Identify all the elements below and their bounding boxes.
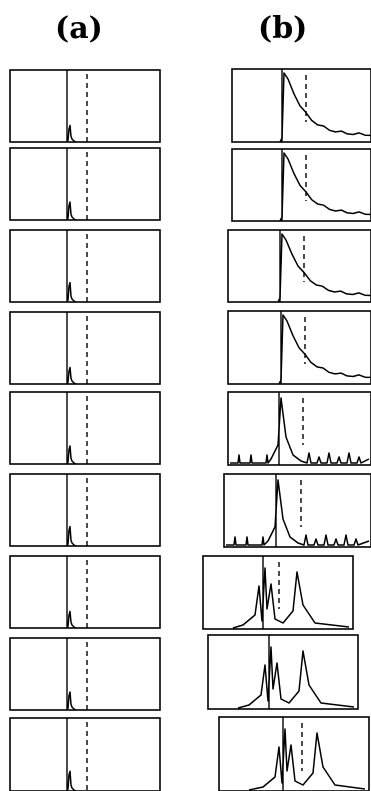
panel-b-row-7	[202, 555, 354, 630]
panel-a-column	[9, 69, 161, 791]
panel-frame	[9, 69, 161, 143]
panel-b-row-5	[227, 391, 371, 466]
panel-frame	[9, 717, 161, 791]
histogram-trace	[66, 201, 77, 221]
panel-frame	[9, 229, 161, 303]
panel-frame	[223, 473, 371, 548]
panel-a-row-1	[9, 69, 161, 143]
panel-a-row-7	[9, 555, 161, 629]
panel-b-row-6	[223, 473, 371, 548]
histogram-trace	[279, 72, 371, 143]
panel-frame	[227, 229, 371, 303]
histogram-trace	[66, 124, 77, 143]
histogram-trace	[66, 610, 77, 629]
histogram-trace	[66, 445, 77, 465]
panel-a-label: (a)	[55, 11, 103, 46]
panel-frame	[9, 473, 161, 547]
histogram-trace	[66, 525, 77, 547]
histogram-trace	[66, 281, 77, 303]
histogram-trace	[237, 646, 355, 709]
panel-b-column	[202, 68, 371, 791]
panel-frame	[231, 148, 371, 222]
panel-frame	[207, 634, 359, 710]
panel-frame	[9, 147, 161, 221]
panel-b-row-8	[207, 634, 359, 710]
panel-b-row-2	[231, 148, 371, 222]
panel-a-row-9	[9, 717, 161, 791]
panel-frame	[9, 311, 161, 385]
panel-frame	[202, 555, 354, 630]
histogram-trace	[232, 567, 350, 629]
panel-b-row-4	[227, 310, 371, 385]
histogram-trace	[66, 770, 77, 791]
panel-frame	[9, 391, 161, 465]
panel-a-row-3	[9, 229, 161, 303]
panel-a-row-5	[9, 391, 161, 465]
panel-a-row-8	[9, 637, 161, 711]
panel-b-label: (b)	[258, 11, 307, 46]
histogram-trace	[66, 366, 77, 385]
panel-frame	[9, 637, 161, 711]
panel-b-row-1	[231, 68, 371, 143]
panel-frame	[227, 391, 371, 466]
panel-b-row-9	[218, 716, 370, 791]
panel-frame	[231, 68, 371, 143]
histogram-trace	[230, 397, 370, 464]
panel-a-row-4	[9, 311, 161, 385]
histogram-trace	[277, 233, 371, 303]
histogram-trace	[66, 691, 77, 711]
panel-frame	[218, 716, 370, 791]
panel-a-row-6	[9, 473, 161, 547]
panel-a-row-2	[9, 147, 161, 221]
histogram-trace	[279, 152, 371, 222]
panel-b-row-3	[227, 229, 371, 303]
panel-frame	[9, 555, 161, 629]
histogram-trace	[248, 728, 366, 791]
histogram-trace	[226, 479, 370, 546]
histogram-trace	[278, 314, 371, 385]
